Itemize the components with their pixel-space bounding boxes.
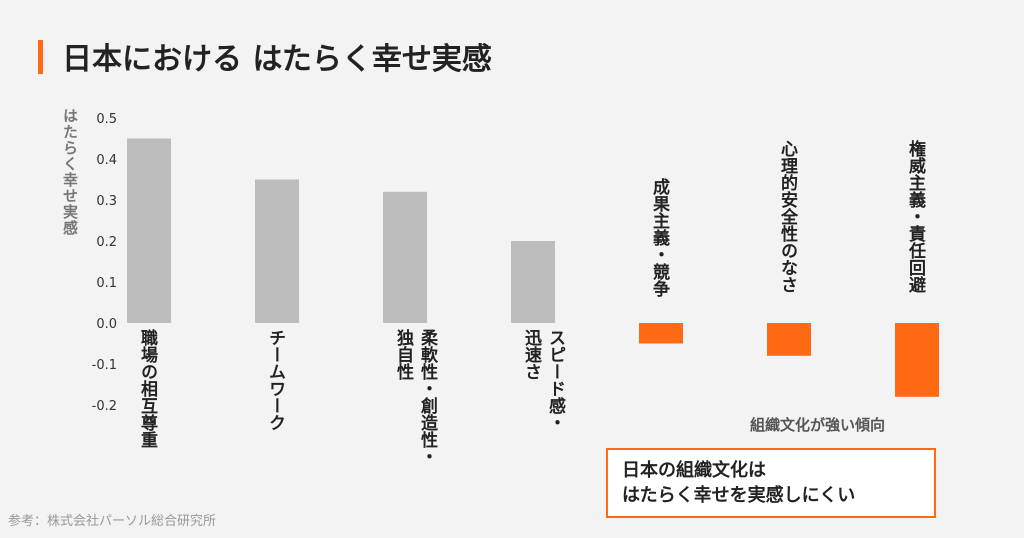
category-label-line: 独自性 bbox=[393, 328, 414, 381]
bar bbox=[895, 323, 939, 397]
y-tick-label: -0.1 bbox=[92, 358, 117, 373]
category-label: 心理的安全性のなさ bbox=[777, 140, 799, 293]
bar bbox=[511, 241, 555, 323]
category-label-line: チームワーク bbox=[265, 329, 285, 431]
category-label-line: 迅速さ bbox=[521, 329, 542, 380]
bar bbox=[767, 323, 811, 356]
category-label: 権威主義・責任回避 bbox=[905, 139, 927, 293]
category-label-line: 権威主義・責任回避 bbox=[905, 139, 927, 293]
callout-line-2: はたらく幸せを実感しにくい bbox=[622, 485, 856, 506]
y-axis-label: はたらく幸せ実感 bbox=[61, 108, 79, 236]
y-tick-label: 0.4 bbox=[96, 153, 117, 168]
y-tick-label: 0.0 bbox=[96, 317, 117, 332]
category-label-line: 成果主義・競争 bbox=[649, 177, 670, 298]
bar bbox=[383, 191, 427, 323]
y-tick-label: 0.5 bbox=[96, 112, 117, 127]
callout-box: 日本の組織文化は はたらく幸せを実感しにくい bbox=[606, 448, 936, 518]
bar bbox=[255, 179, 299, 323]
category-label-line: スピード感・ bbox=[545, 329, 566, 431]
bar bbox=[127, 138, 171, 323]
y-tick-label: 0.3 bbox=[96, 194, 117, 209]
y-tick-label: 0.2 bbox=[96, 235, 117, 250]
category-label: 柔軟性・創造性・独自性 bbox=[393, 328, 439, 465]
title-accent-bar bbox=[38, 40, 43, 74]
page-title: 日本における はたらく幸せ実感 bbox=[62, 42, 492, 77]
category-label-line: 心理的安全性のなさ bbox=[777, 140, 799, 293]
category-label-line: 職場の相互尊重 bbox=[137, 328, 158, 448]
y-tick-label: -0.2 bbox=[92, 399, 117, 414]
category-label-line: 柔軟性・創造性・ bbox=[417, 329, 439, 465]
y-tick-label: 0.1 bbox=[96, 276, 117, 291]
bar bbox=[639, 323, 683, 344]
category-label: チームワーク bbox=[265, 329, 285, 431]
callout-line-1: 日本の組織文化は bbox=[622, 460, 766, 481]
source-credit: 参考：株式会社パーソル総合研究所 bbox=[8, 514, 217, 529]
annotation-text: 組織文化が強い傾向 bbox=[750, 416, 886, 434]
category-label: スピード感・迅速さ bbox=[521, 329, 566, 431]
category-label: 職場の相互尊重 bbox=[137, 328, 158, 448]
category-label: 成果主義・競争 bbox=[649, 177, 670, 298]
